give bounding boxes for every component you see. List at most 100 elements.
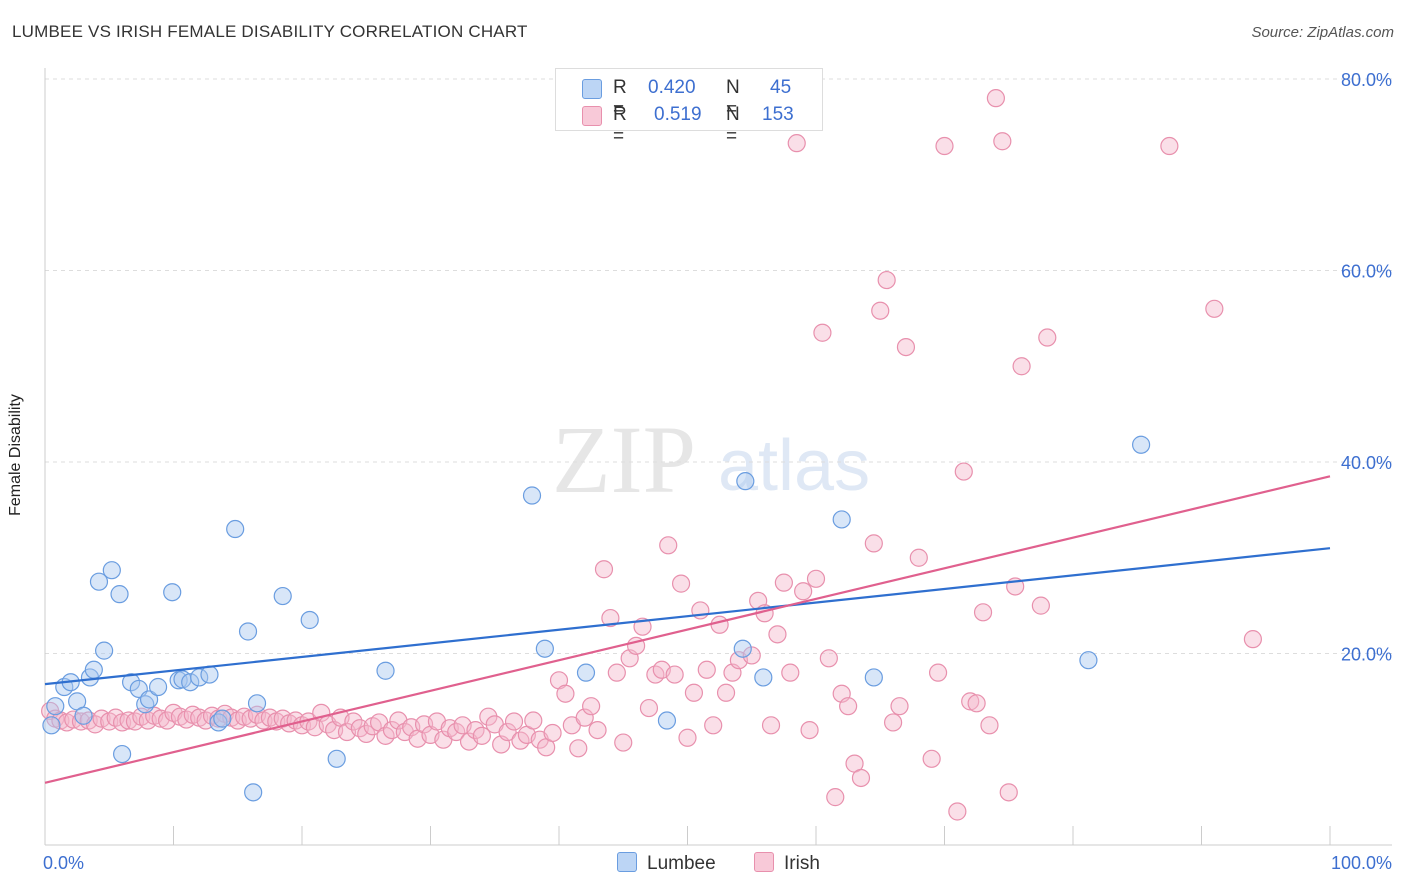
y-tick-label: 60.0% xyxy=(1341,262,1392,282)
irish-point xyxy=(594,560,614,579)
lumbee-point xyxy=(376,661,395,680)
irish-point xyxy=(800,720,819,740)
irish-legend-swatch xyxy=(754,852,774,872)
correlation-legend: R = 0.420 N = 45 R = 0.519 N = 153 xyxy=(555,68,823,147)
lumbee-legend-swatch xyxy=(617,852,637,872)
lumbee-point xyxy=(1132,435,1151,454)
lumbee-point xyxy=(273,586,292,606)
lumbee-point xyxy=(300,610,319,630)
irish-point xyxy=(839,697,858,716)
lumbee-point xyxy=(74,706,93,725)
lumbee-swatch xyxy=(582,79,602,99)
watermark: ZIP atlas xyxy=(552,406,870,513)
trendlines xyxy=(44,475,1331,784)
irish-point xyxy=(678,728,697,747)
irish-point xyxy=(742,646,761,665)
irish-point xyxy=(806,569,826,588)
lumbee-point xyxy=(84,660,103,679)
irish-point xyxy=(761,716,781,735)
lumbee-n-label: N = xyxy=(726,77,740,120)
lumbee-point xyxy=(535,639,554,658)
irish-point xyxy=(671,574,691,593)
irish-point xyxy=(826,788,845,807)
lumbee-r-label: R = xyxy=(613,77,627,120)
lumbee-point xyxy=(139,690,159,709)
irish-point xyxy=(909,548,928,567)
irish-point xyxy=(896,338,916,357)
lumbee-point xyxy=(832,510,851,529)
irish-point xyxy=(569,739,588,758)
irish-series xyxy=(41,89,1263,821)
x-tick-label-min: 0.0% xyxy=(43,853,84,873)
irish-point xyxy=(1038,328,1057,347)
y-tick-label: 20.0% xyxy=(1341,645,1392,665)
irish-point xyxy=(961,692,980,711)
irish-point xyxy=(871,301,890,320)
lumbee-point xyxy=(200,665,219,684)
lumbee-point xyxy=(181,673,200,692)
irish-point xyxy=(980,716,999,735)
irish-point xyxy=(774,573,793,592)
irish-point xyxy=(556,684,575,703)
lumbee-point xyxy=(327,749,346,768)
lumbee-point xyxy=(522,486,542,505)
irish-point xyxy=(768,625,787,644)
lumbee-point xyxy=(89,572,109,591)
irish-point xyxy=(112,713,132,732)
irish-point xyxy=(588,720,607,740)
lumbee-n-value: 45 xyxy=(770,77,792,98)
irish-point xyxy=(851,768,871,788)
irish-point xyxy=(1243,630,1263,649)
irish-point xyxy=(704,716,723,735)
lumbee-point xyxy=(657,711,677,730)
lumbee-trendline xyxy=(44,547,1331,686)
lumbee-point xyxy=(95,641,114,660)
irish-r-value: 0.519 xyxy=(654,104,702,125)
irish-point xyxy=(716,683,736,702)
lumbee-point xyxy=(190,668,209,687)
lumbee-r-value: 0.420 xyxy=(648,77,696,98)
lumbee-point xyxy=(1079,651,1098,670)
lumbee-point xyxy=(46,697,65,716)
irish-point xyxy=(504,712,524,731)
irish-n-value: 153 xyxy=(762,104,794,125)
irish-point xyxy=(973,603,993,622)
irish-point xyxy=(864,534,883,553)
watermark-zip: ZIP xyxy=(552,406,696,513)
irish-point xyxy=(639,698,659,718)
lumbee-point xyxy=(112,744,132,764)
irish-point xyxy=(787,134,806,153)
gridlines xyxy=(45,78,1392,654)
irish-point xyxy=(999,783,1018,802)
irish-point xyxy=(601,608,620,628)
lumbee-point xyxy=(213,709,232,728)
irish-point xyxy=(877,270,896,290)
irish-legend-label: Irish xyxy=(784,853,820,874)
irish-point xyxy=(948,802,967,821)
lumbee-point xyxy=(754,668,773,687)
irish-point xyxy=(922,749,941,768)
bottom-legend-irish: Irish xyxy=(754,852,820,875)
irish-point xyxy=(794,582,813,601)
irish-point xyxy=(684,683,704,702)
irish-point xyxy=(614,733,633,752)
lumbee-point xyxy=(736,472,755,491)
irish-point xyxy=(524,711,543,730)
lumbee-point xyxy=(576,663,596,682)
lumbee-point xyxy=(163,583,182,602)
irish-point xyxy=(954,462,973,481)
lumbee-point xyxy=(247,694,267,713)
irish-trendline xyxy=(44,475,1331,784)
irish-point xyxy=(575,708,594,727)
irish-point xyxy=(1160,136,1179,156)
irish-point xyxy=(781,663,800,682)
lumbee-point xyxy=(244,783,263,802)
lumbee-point xyxy=(102,561,121,580)
irish-point xyxy=(1012,357,1031,376)
lumbee-point xyxy=(864,668,883,687)
chart-title: LUMBEE VS IRISH FEMALE DISABILITY CORREL… xyxy=(12,22,528,41)
irish-swatch xyxy=(582,106,602,126)
irish-point xyxy=(697,660,716,679)
watermark-atlas: atlas xyxy=(718,426,870,506)
